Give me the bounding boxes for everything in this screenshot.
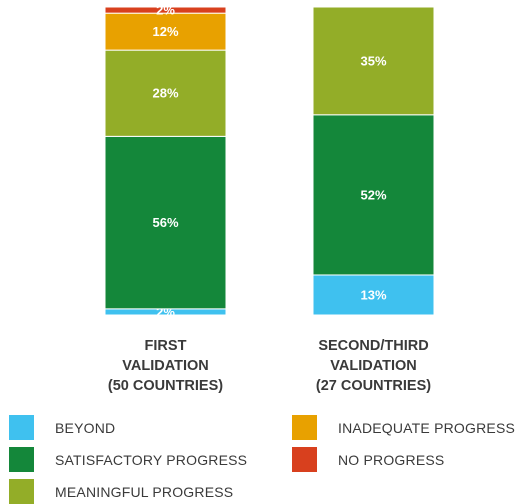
legend-swatch-beyond	[9, 415, 34, 440]
legend-item-beyond: BEYOND	[9, 415, 115, 440]
legend-item-no-progress: NO PROGRESS	[292, 447, 444, 472]
category-label-1-line-2: VALIDATION	[122, 358, 208, 374]
legend-label-meaningful-progress: MEANINGFUL PROGRESS	[55, 483, 234, 500]
legend-item-satisfactory-progress: SATISFACTORY PROGRESS	[9, 447, 247, 472]
legend-item-meaningful-progress: MEANINGFUL PROGRESS	[9, 479, 233, 504]
legend-item-inadequate-progress: INADEQUATE PROGRESS	[292, 415, 515, 440]
legend-swatch-inadequate-progress	[292, 415, 317, 440]
bar-segment-inadequate-progress-1	[104, 12, 227, 51]
legend-label-no-progress: NO PROGRESS	[338, 451, 445, 468]
data-label-satisfactory-progress-1: 56%	[152, 215, 178, 230]
data-label-beyond-2: 13%	[360, 287, 386, 302]
data-label-meaningful-progress-1: 28%	[152, 86, 178, 101]
category-label-2-line-2: VALIDATION	[330, 358, 416, 374]
legend-label-inadequate-progress: INADEQUATE PROGRESS	[338, 419, 516, 436]
data-label-meaningful-progress-2: 35%	[360, 53, 386, 68]
category-label-2-line-1: SECOND/THIRD	[318, 338, 428, 354]
legend-swatch-no-progress	[292, 447, 317, 472]
category-label-1-line-1: FIRST	[145, 338, 187, 354]
bar-segment-meaningful-progress-2	[312, 6, 435, 116]
bar-segment-no-progress-1	[104, 6, 227, 14]
legend-swatch-satisfactory-progress	[9, 447, 34, 472]
category-label-1-line-3: (50 COUNTRIES)	[108, 378, 223, 394]
legend-swatch-meaningful-progress	[9, 479, 34, 504]
legend-label-satisfactory-progress: SATISFACTORY PROGRESS	[55, 451, 248, 468]
bar-segment-meaningful-progress-1	[104, 49, 227, 137]
data-label-satisfactory-progress-2: 52%	[360, 187, 386, 202]
data-label-inadequate-progress-1: 12%	[152, 24, 178, 39]
bar-segment-satisfactory-progress-2	[312, 114, 435, 276]
data-label-no-progress-1: 2%	[156, 3, 175, 18]
bar-segment-satisfactory-progress-1	[104, 135, 227, 310]
category-label-2-line-3: (27 COUNTRIES)	[316, 378, 431, 394]
legend-label-beyond: BEYOND	[55, 419, 116, 436]
